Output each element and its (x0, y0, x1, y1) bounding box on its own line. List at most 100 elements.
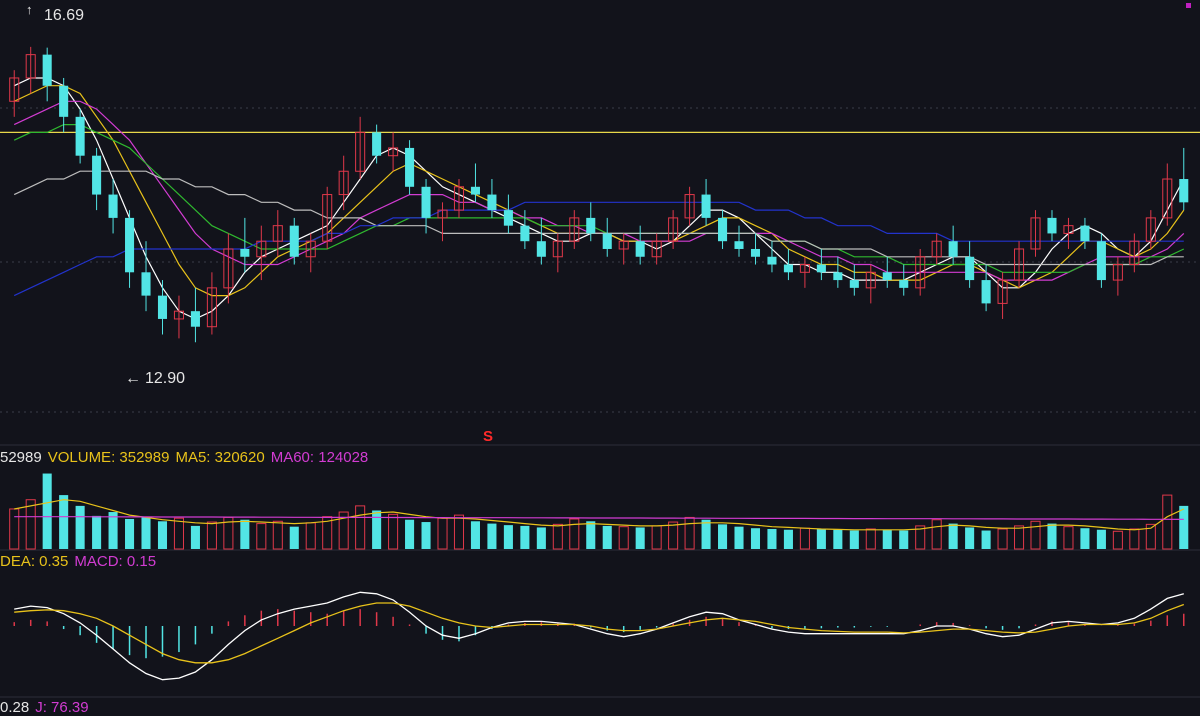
volume-bar (520, 525, 530, 549)
candle-body (783, 264, 793, 273)
volume-bar (997, 528, 1008, 550)
kdj-legend-item: 0.28 (0, 699, 30, 716)
candle-body (42, 54, 52, 86)
candle-body (1014, 248, 1025, 281)
volume-bar (388, 513, 399, 550)
volume-legend-item: MA60: 124028 (270, 449, 369, 466)
candle-body (1047, 217, 1057, 234)
candle-body (487, 194, 497, 211)
candle-body (750, 248, 761, 257)
candle-body (223, 248, 234, 289)
volume-bar (1080, 528, 1090, 549)
candle-body (618, 240, 629, 250)
volume-bar (1129, 528, 1140, 550)
volume-bar (173, 517, 184, 550)
candle-body (1080, 225, 1090, 242)
volume-bar (1047, 523, 1057, 549)
candle-body (503, 210, 513, 226)
moving-average-line (13, 201, 1184, 297)
volume-bar (586, 521, 596, 549)
macd-panel (13, 591, 1185, 681)
volume-bar (25, 499, 36, 550)
candle-body (569, 217, 580, 242)
volume-bar (602, 525, 612, 549)
candle-body (767, 256, 777, 265)
volume-bar (240, 519, 250, 549)
candle-body (92, 155, 102, 195)
candle-body (206, 287, 217, 328)
candle-body (718, 217, 728, 242)
candle-body (552, 240, 563, 258)
candle-body (470, 186, 480, 195)
grid-layer (0, 107, 1200, 698)
candle-body (355, 131, 366, 172)
kdj-legend: 0.28 J: 76.39 (0, 699, 95, 716)
low-price-label: 12.90 (145, 370, 186, 387)
candle-body (635, 241, 645, 257)
candle-body (190, 311, 200, 327)
volume-bar (635, 527, 645, 549)
candle-body (305, 240, 316, 258)
candle-body (141, 272, 151, 296)
candle-body (799, 264, 810, 273)
volume-bar (536, 527, 546, 549)
volume-bar (684, 516, 695, 550)
volume-bar (272, 520, 283, 550)
volume-legend-item: 52989 (0, 449, 42, 466)
volume-bar (734, 526, 744, 549)
volume-bar (865, 528, 876, 550)
candle-body (899, 280, 909, 288)
volume-bar (190, 525, 200, 549)
candle-body (997, 279, 1008, 304)
volume-bar (1112, 530, 1123, 550)
macd-dif-line (14, 591, 1184, 681)
candle-body (322, 194, 333, 242)
volume-bar (948, 523, 958, 549)
volume-bar (750, 528, 761, 549)
candle-body (520, 225, 530, 242)
volume-bar (42, 473, 52, 549)
volume-bar (718, 524, 728, 549)
volume-bar (552, 523, 563, 550)
macd-dea-line (14, 602, 1185, 664)
volume-bar (1162, 494, 1173, 550)
kdj-legend-item: J: 76.39 (35, 699, 89, 716)
candle-body (59, 85, 69, 117)
candle-body (948, 241, 958, 257)
macd-legend: DEA: 0.35 MACD: 0.15 (0, 553, 162, 570)
candle-body (668, 217, 679, 242)
candle-body (125, 217, 135, 273)
candle-body (1179, 179, 1189, 203)
volume-bar (767, 528, 777, 549)
volume-bar (437, 517, 448, 550)
volume-bar (141, 516, 151, 549)
volume-ma60-line (14, 516, 1184, 521)
volume-bar (1096, 529, 1106, 549)
candle-body (915, 256, 926, 289)
volume-bar (355, 505, 366, 550)
volume-bar (816, 528, 826, 549)
candle-body (1030, 217, 1041, 250)
candle-body (734, 241, 744, 249)
candle-body (931, 240, 942, 258)
volume-bar (882, 529, 892, 549)
volume-bar (981, 530, 991, 549)
volume-legend-item: MA5: 320620 (175, 449, 265, 466)
candle-body (816, 264, 826, 273)
candle-body (1145, 217, 1156, 242)
volume-bar (1014, 525, 1025, 550)
high-arrow-icon: ↑ (26, 2, 33, 17)
candle-body (602, 233, 612, 249)
candle-body (981, 280, 991, 304)
volume-bar (372, 510, 382, 549)
candle-body (405, 147, 415, 187)
volume-bar (503, 525, 513, 549)
candle-body (586, 217, 596, 234)
volume-legend: 52989 VOLUME: 352989 MA5: 320620 MA60: 1240… (0, 449, 374, 466)
volume-bar (125, 518, 135, 549)
candle-body (240, 248, 250, 257)
candle-body (1096, 241, 1106, 281)
candle-body (833, 272, 843, 281)
volume-bar (618, 526, 629, 550)
